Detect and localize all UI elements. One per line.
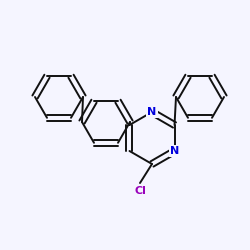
- Text: N: N: [148, 107, 156, 117]
- Text: Cl: Cl: [134, 186, 146, 196]
- Text: N: N: [170, 146, 179, 156]
